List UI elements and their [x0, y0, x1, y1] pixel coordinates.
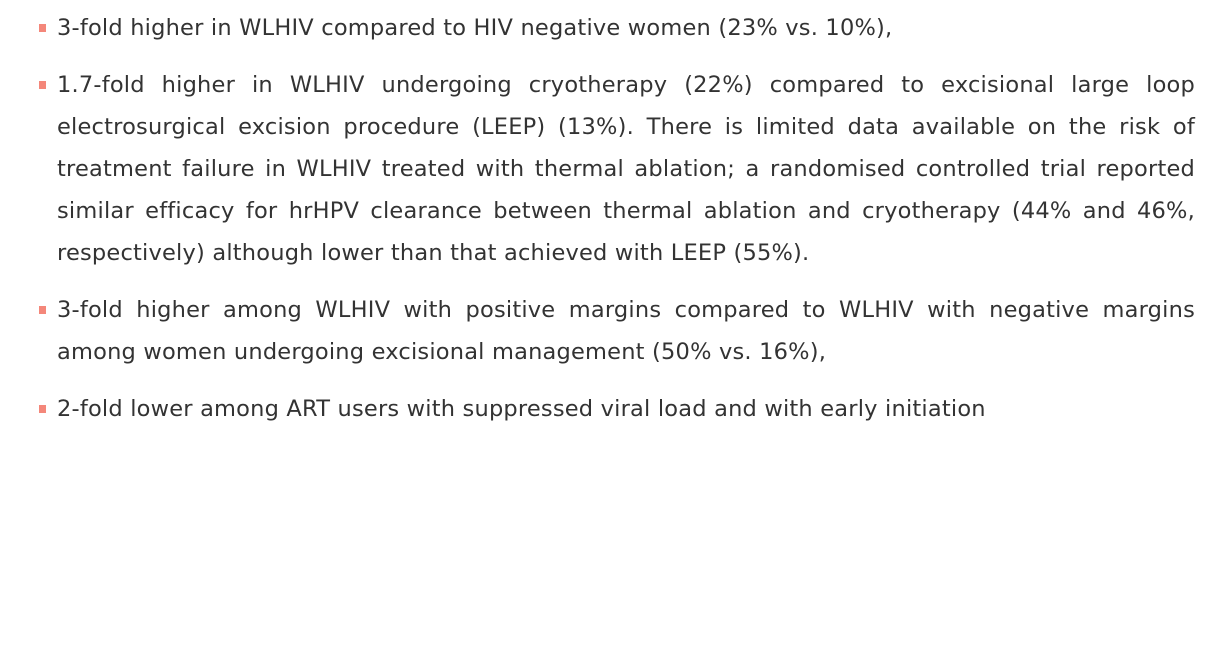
bullet-item: 1.7-fold higher in WLHIV undergoing cryo… [39, 64, 1195, 274]
bullet-item: 2-fold lower among ART users with suppre… [39, 388, 1195, 430]
bullet-list: 3-fold higher in WLHIV compared to HIV n… [39, 7, 1195, 430]
bullet-item: 3-fold higher in WLHIV compared to HIV n… [39, 7, 1195, 49]
bullet-item: 3-fold higher among WLHIV with positive … [39, 289, 1195, 373]
